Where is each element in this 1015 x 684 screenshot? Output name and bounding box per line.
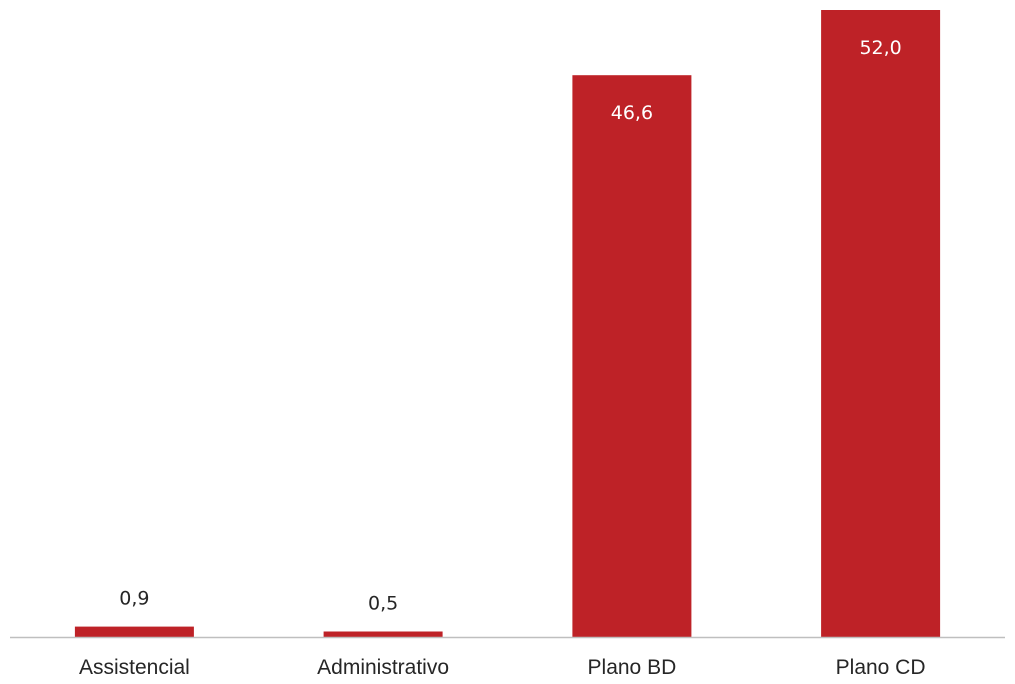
bar-1 bbox=[323, 631, 443, 638]
bars-group bbox=[74, 10, 941, 638]
data-label-1: 0,5 bbox=[368, 593, 398, 615]
data-label-0: 0,9 bbox=[119, 588, 149, 610]
data-label-2: 46,6 bbox=[611, 102, 653, 124]
x-tick-label-2: Plano BD bbox=[588, 656, 677, 679]
x-tick-label-1: Administrativo bbox=[317, 656, 449, 679]
bar-0 bbox=[74, 626, 194, 638]
bar-3 bbox=[821, 10, 941, 638]
data-label-3: 52,0 bbox=[859, 37, 901, 59]
x-tick-label-0: Assistencial bbox=[79, 656, 190, 679]
x-tick-label-3: Plano CD bbox=[836, 656, 926, 679]
category-labels-group: Assistencial Administrativo Plano BD Plano … bbox=[79, 656, 926, 679]
bar-2 bbox=[572, 75, 692, 638]
value-labels-group: 0,9 0,5 46,6 52,0 bbox=[119, 37, 901, 615]
